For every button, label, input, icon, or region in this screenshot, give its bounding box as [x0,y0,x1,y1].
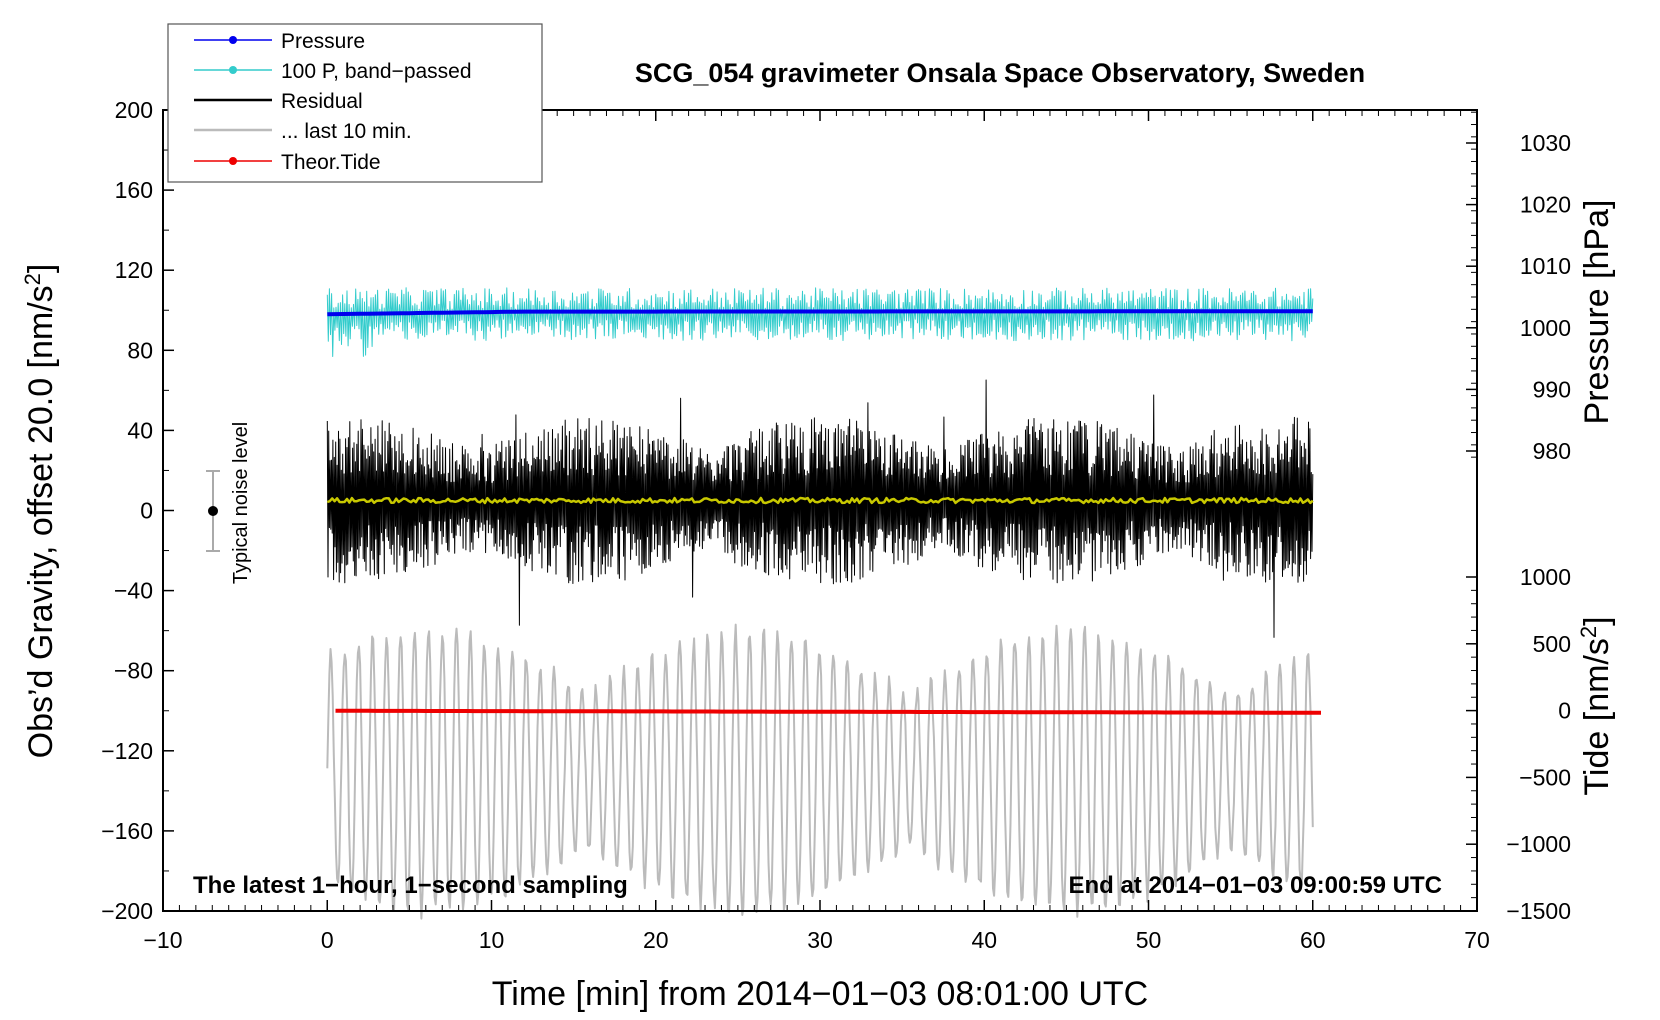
axis-ticks: −10 0 10 20 30 40 50 60 7020016012080400−40−80−1… [101,97,1571,953]
legend-label-theor-tide: Theor.Tide [281,151,381,174]
y-tick-label-left: −200 [101,898,153,924]
legend-item-last-10-min: ... last 10 min. [194,120,412,143]
x-tick-label: 20 [643,927,669,953]
legend-label-bandpassed: 100 P, band−passed [281,60,472,83]
y-tick-label-left: −120 [101,738,153,764]
series-pressure [327,309,1313,317]
y-tick-label-left: 40 [127,417,153,443]
tide-tick-label: −500 [1519,764,1571,790]
pressure-tick-label: 980 [1533,438,1571,464]
tide-axis-title-main: Tide [nm/s [1578,638,1616,795]
legend-item-residual: Residual [194,90,363,113]
legend-item-theor-tide: Theor.Tide [194,151,381,174]
legend-label-last-10-min: ... last 10 min. [281,120,412,143]
annotation-latest-hour: The latest 1−hour, 1−second sampling [193,872,628,899]
legend-marker-bandpassed [229,66,237,74]
annotation-end-time: End at 2014−01−03 09:00:59 UTC [1068,872,1442,899]
x-tick-label: 70 [1464,927,1490,953]
tide-tick-label: −1500 [1506,898,1571,924]
tide-tick-label: 0 [1558,698,1571,724]
tide-tick-label: 1000 [1520,564,1571,590]
x-tick-label: 10 [479,927,505,953]
legend: Pressure 100 P, band−passed Residual ...… [167,23,543,183]
x-tick-label: 50 [1136,927,1162,953]
tide-axis-title: Tide [nm/s2] [1576,616,1616,795]
series-residual-mean [326,496,1314,505]
pressure-tick-label: 1010 [1520,253,1571,279]
legend-marker-pressure [229,36,237,44]
noise-bar-center-dot [208,506,218,516]
x-tick-label: 40 [971,927,997,953]
legend-item-pressure: Pressure [194,30,365,53]
legend-label-pressure: Pressure [281,30,365,53]
tide-tick-label: 500 [1533,631,1571,657]
series-theor-tide [335,708,1321,715]
series-last-10-min [326,623,1314,920]
x-tick-label: 30 [807,927,833,953]
tide-axis-title-sup: 2 [1576,626,1601,638]
y-axis-left-title-main: Obs’d Gravity, offset 20.0 [nm/s [22,285,60,758]
x-axis-title: Time [min] from 2014−01−03 08:01:00 UTC [492,975,1148,1013]
x-tick-label: 60 [1300,927,1326,953]
y-tick-label-left: 200 [115,97,153,123]
legend-marker-theor-tide [229,157,237,165]
pressure-tick-label: 1000 [1520,315,1571,341]
y-tick-label-left: 120 [115,257,153,283]
legend-label-residual: Residual [281,90,363,113]
noise-bar [206,470,220,552]
pressure-tick-label: 1030 [1520,130,1571,156]
series-residual [326,379,1314,638]
y-axis-left-title: Obs’d Gravity, offset 20.0 [nm/s2] [20,264,60,759]
y-tick-label-left: 0 [140,498,153,524]
y-tick-label-left: −160 [101,818,153,844]
x-tick-label: −10 [143,927,182,953]
pressure-tick-label: 990 [1533,376,1571,402]
y-tick-label-left: 160 [115,177,153,203]
pressure-axis-title: Pressure [hPa] [1578,200,1616,425]
y-tick-label-left: −80 [114,658,153,684]
x-tick-label: 0 [321,927,334,953]
legend-box [167,23,543,183]
pressure-tick-label: 1020 [1520,192,1571,218]
series-bandpassed [326,287,1314,357]
noise-label: Typical noise level [230,422,252,584]
y-axis-left-title-sup: 2 [20,273,45,285]
y-axis-left-title-close: ] [22,264,60,273]
tide-axis-title-close: ] [1578,616,1616,625]
y-tick-label-left: 80 [127,337,153,363]
legend-item-bandpassed: 100 P, band−passed [194,60,472,83]
chart-title: SCG_054 gravimeter Onsala Space Observat… [635,58,1365,88]
tide-tick-label: −1000 [1506,831,1571,857]
data-layer [326,287,1321,920]
y-tick-label-left: −40 [114,578,153,604]
